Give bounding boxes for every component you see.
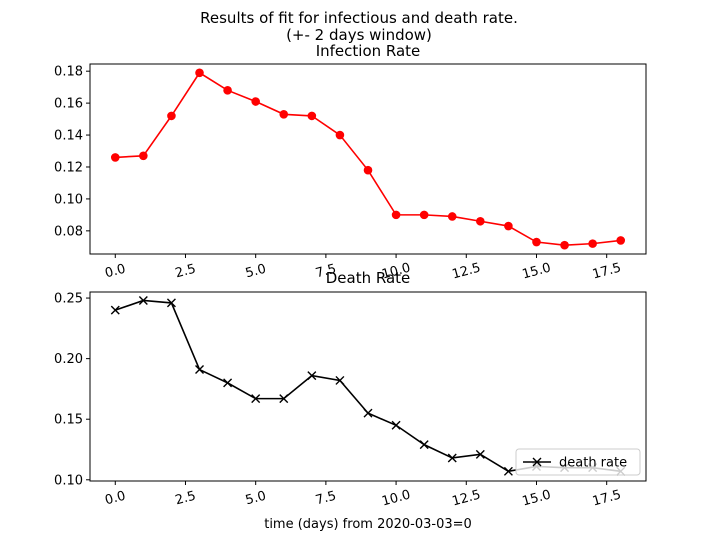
infection-rate-data-point	[476, 216, 485, 226]
death-rate-data-point	[363, 408, 373, 418]
infection-rate-x-tick-label: 7.5	[314, 262, 338, 282]
infection-rate-y-tick-label: 0.08	[54, 224, 83, 239]
death-rate-data-point	[223, 378, 233, 388]
infection-rate-data-point	[588, 239, 597, 248]
infection-rate-data-point	[307, 111, 317, 121]
death-rate-y-tick-label: 0.25	[54, 292, 83, 307]
death-rate-data-point	[391, 420, 401, 430]
death-rate-title: Death Rate	[326, 269, 411, 287]
death-rate-chart: Death Rate time (days) from 2020-03-03=0…	[54, 269, 647, 532]
death-rate-data-point	[195, 365, 205, 375]
death-rate-x-tick-label: 12.5	[450, 487, 482, 509]
death-rate-legend	[515, 448, 641, 476]
death-rate-x-axis-label: time (days) from 2020-03-03=0	[264, 517, 472, 532]
death-rate-x-tick-label: 17.5	[591, 487, 623, 509]
death-rate-x-tick-label: 10.0	[380, 487, 412, 509]
death-rate-x-tick-label: 5.0	[244, 489, 268, 509]
death-rate-data-point	[166, 298, 176, 308]
infection-rate-x-tick-label: 15.0	[521, 260, 553, 282]
infection-rate-y-tick-label: 0.14	[54, 129, 83, 144]
figure-title-line-2: (+- 2 days window)	[286, 26, 432, 44]
infection-rate-series-line	[115, 71, 621, 247]
infection-rate-data-point	[195, 68, 204, 78]
death-rate-x-tick-label: 15.0	[521, 487, 553, 509]
infection-rate-x-tick-label: 0.0	[103, 262, 127, 282]
infection-rate-data-point	[279, 109, 289, 119]
infection-rate-data-point	[532, 237, 541, 247]
infection-rate-axes-frame	[89, 63, 647, 255]
infection-rate-y-tick-label: 0.12	[54, 160, 83, 175]
death-rate-data-point	[475, 449, 485, 459]
infection-rate-x-tick-label: 10.0	[380, 260, 412, 282]
infection-rate-x-tick-label: 17.5	[591, 260, 623, 282]
death-rate-axes-frame	[89, 291, 647, 482]
death-rate-x-tick-label: 0.0	[103, 489, 127, 509]
death-rate-data-point	[307, 371, 317, 381]
infection-rate-y-tick-label: 0.16	[54, 97, 83, 112]
death-rate-legend-marker	[532, 457, 542, 467]
death-rate-data-point	[419, 440, 429, 450]
infection-rate-data-point	[251, 97, 260, 106]
death-rate-legend-label: death rate	[559, 456, 627, 471]
infection-rate-data-point	[419, 210, 429, 220]
infection-rate-title: Infection Rate	[316, 42, 421, 60]
infection-rate-data-point	[560, 240, 569, 250]
death-rate-y-tick-label: 0.15	[54, 413, 83, 428]
death-rate-data-point	[503, 466, 513, 476]
infection-rate-chart: Infection Rate 0.0 2.5 5.0 7.5 10.0 12.5 15.0 1…	[54, 42, 647, 282]
infection-rate-data-point	[167, 111, 176, 121]
death-rate-x-tick-label: 7.5	[314, 489, 338, 509]
infection-rate-x-tick-label: 12.5	[450, 260, 482, 282]
infection-rate-data-point	[363, 165, 373, 175]
figure-title-line-1: Results of fit for infectious and death …	[200, 9, 518, 27]
death-rate-data-point	[251, 394, 261, 404]
death-rate-x-tick-label: 2.5	[174, 489, 198, 509]
death-rate-y-tick-label: 0.20	[54, 352, 83, 367]
infection-rate-data-point	[616, 236, 626, 245]
infection-rate-data-point	[110, 153, 120, 162]
infection-rate-data-point	[335, 130, 345, 140]
infection-rate-data-point	[504, 221, 513, 231]
death-rate-data-point	[110, 305, 120, 315]
infection-rate-y-tick-label: 0.10	[54, 192, 83, 207]
infection-rate-y-tick-label: 0.18	[54, 65, 83, 80]
infection-rate-x-tick-label: 2.5	[174, 262, 198, 282]
death-rate-data-point	[447, 453, 457, 463]
infection-rate-data-point	[447, 212, 457, 221]
infection-rate-data-point	[391, 210, 401, 220]
death-rate-series-line	[115, 299, 621, 473]
infection-rate-data-point	[139, 151, 148, 161]
infection-rate-data-point	[223, 86, 232, 95]
death-rate-y-tick-label: 0.10	[54, 473, 83, 488]
death-rate-data-point	[335, 375, 345, 385]
infection-rate-x-tick-label: 5.0	[244, 262, 268, 282]
death-rate-data-point	[138, 295, 148, 305]
death-rate-data-point	[279, 394, 289, 404]
